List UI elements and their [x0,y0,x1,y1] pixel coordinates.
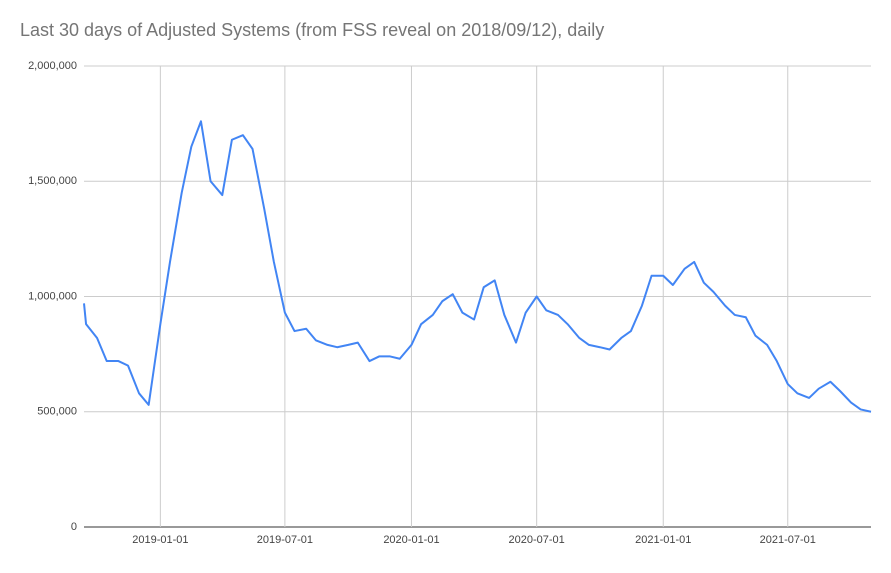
x-tick-label: 2019-07-01 [257,534,313,546]
x-tick-label: 2020-01-01 [383,534,439,546]
y-tick-label: 2,000,000 [28,60,77,72]
y-tick-label: 0 [71,521,77,533]
x-tick-label: 2021-07-01 [760,534,816,546]
x-tick-label: 2019-01-01 [132,534,188,546]
y-tick-label: 1,500,000 [28,175,77,187]
x-tick-label: 2021-01-01 [635,534,691,546]
x-tick-label: 2020-07-01 [509,534,565,546]
y-tick-label: 1,000,000 [28,290,77,302]
data-line [83,120,872,413]
chart-title: Last 30 days of Adjusted Systems (from F… [20,20,604,40]
y-tick-label: 500,000 [37,406,77,418]
